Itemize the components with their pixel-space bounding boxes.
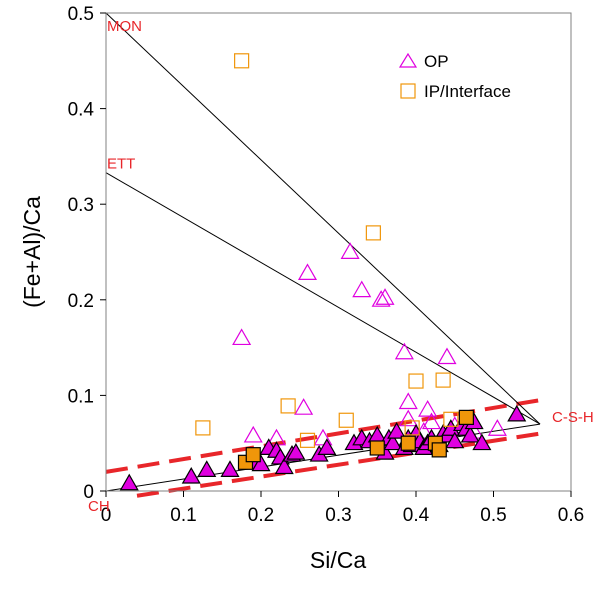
data-point-op-filled	[286, 443, 306, 460]
legend-box	[393, 44, 543, 108]
x-tick-label: 0.1	[170, 505, 196, 526]
data-point-op-open	[398, 392, 418, 410]
data-point-op-open	[232, 328, 252, 346]
data-point-op-open	[294, 398, 314, 415]
y-tick-label: 0	[83, 482, 94, 503]
data-point-ip-open	[435, 372, 451, 388]
data-point-ip-filled	[369, 440, 385, 456]
data-point-op-open	[243, 425, 263, 443]
data-point-op-filled	[507, 404, 527, 422]
annotation-ch: CH	[88, 498, 110, 515]
reference-line-1	[105, 172, 541, 425]
data-point-op-open	[398, 409, 418, 427]
x-tick-label: 0.6	[558, 505, 584, 526]
x-tick-label: 0.2	[248, 505, 274, 526]
data-point-op-open	[352, 280, 372, 298]
legend-ip-marker	[400, 83, 416, 99]
data-point-op-open	[421, 412, 442, 430]
annotation-ett: ETT	[107, 156, 135, 173]
data-point-ip-open	[404, 420, 420, 436]
y-axis-ticks: 0 0.1 0.2 0.3 0.4 0.5	[68, 4, 106, 503]
data-point-op-filled	[472, 433, 492, 451]
data-point-op-open	[487, 419, 507, 436]
data-point-op-filled	[383, 433, 403, 451]
reference-line-0	[105, 12, 541, 425]
x-tick-label: 0.3	[325, 505, 351, 526]
data-point-ip-open	[338, 412, 354, 428]
y-tick-label: 0.1	[68, 386, 94, 407]
data-points	[119, 53, 527, 491]
data-point-op-open	[375, 288, 395, 305]
data-point-ip-filled	[458, 409, 474, 425]
data-point-ip-open	[195, 420, 211, 436]
legend-op-label: OP	[424, 52, 449, 71]
data-point-op-open	[297, 263, 318, 281]
data-point-op-filled	[119, 473, 139, 491]
legend: OP IP/Interface	[393, 44, 543, 108]
x-tick-label: 0	[101, 505, 112, 526]
y-tick-label: 0.4	[68, 100, 95, 121]
data-point-op-open	[313, 428, 333, 446]
data-point-op-filled	[445, 431, 465, 449]
y-axis-title: (Fe+Al)/Ca	[19, 196, 45, 308]
data-point-op-filled	[251, 454, 271, 472]
data-point-op-filled	[460, 425, 480, 443]
data-point-op-filled	[274, 457, 294, 475]
data-point-ip-filled	[431, 442, 447, 458]
legend-ip-label: IP/Interface	[424, 82, 511, 101]
data-point-op-filled	[220, 460, 240, 477]
data-point-op-open	[418, 400, 438, 417]
data-point-op-filled	[197, 460, 217, 477]
data-point-ip-open	[234, 53, 250, 69]
data-point-ip-filled	[245, 447, 261, 463]
y-tick-label: 0.2	[68, 291, 94, 312]
legend-op-marker	[398, 52, 418, 68]
data-point-ip-open	[299, 432, 316, 448]
data-point-ip-open	[443, 411, 459, 427]
y-tick-label: 0.5	[68, 4, 94, 25]
data-point-op-open	[394, 342, 414, 360]
data-point-ip-open	[280, 398, 296, 414]
dashed-bound-line-1	[136, 431, 541, 498]
annotations: MON ETT CH C-S-H	[88, 18, 594, 515]
annotation-mon: MON	[107, 18, 142, 35]
data-point-op-filled	[387, 422, 407, 439]
data-point-ip-open	[408, 373, 424, 389]
data-point-op-filled	[317, 438, 337, 455]
annotation-c-s-h: C-S-H	[552, 409, 594, 426]
x-axis-ticks: 0 0.1 0.2 0.3 0.4 0.5 0.6	[101, 491, 584, 526]
data-point-op-open	[340, 242, 360, 259]
x-tick-label: 0.5	[480, 505, 506, 526]
data-point-op-open	[437, 347, 457, 365]
data-point-ip-open	[365, 225, 381, 241]
x-tick-label: 0.4	[403, 505, 430, 526]
data-point-ip-filled	[400, 435, 416, 451]
x-axis-title: Si/Ca	[310, 547, 366, 573]
data-point-op-open	[371, 290, 391, 307]
data-point-op-filled	[181, 466, 201, 484]
y-tick-label: 0.3	[68, 195, 94, 216]
